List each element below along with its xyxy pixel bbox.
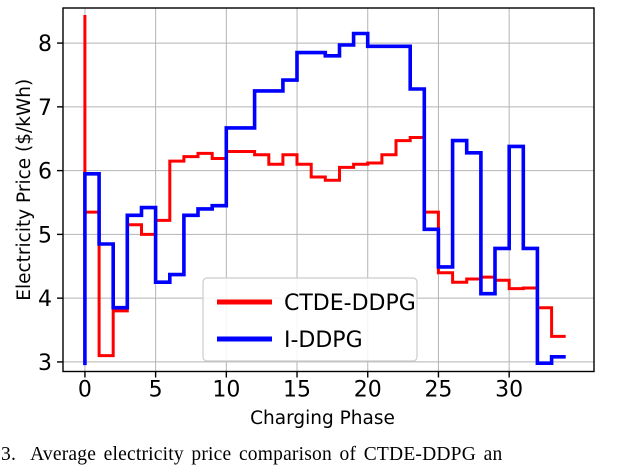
y-tick-label: 8 — [38, 32, 52, 57]
y-tick-label: 7 — [38, 96, 52, 121]
axes-spines — [62, 7, 595, 373]
y-tick-label: 5 — [38, 223, 52, 248]
x-tick-label: 30 — [495, 378, 523, 403]
i-ddpg-series-line — [83, 31, 566, 366]
y-axis-label: Electricity Price ($/kWh) — [14, 79, 35, 301]
x-tick-label: 15 — [283, 378, 311, 403]
y-tick-label: 3 — [38, 351, 52, 376]
legend: CTDE-DDPG I-DDPG — [202, 277, 418, 362]
x-tick-label: 10 — [212, 378, 240, 403]
electricity-price-chart: CTDE-DDPG I-DDPG 0 5 10 15 20 25 30 3 4 5 6 7 8 Chargin… — [14, 7, 595, 429]
legend-label-ctde-ddpg: CTDE-DDPG — [284, 291, 416, 316]
y-tick-label: 4 — [38, 287, 52, 312]
x-axis-label: Charging Phase — [250, 408, 395, 429]
x-tick-label: 20 — [354, 378, 382, 403]
x-tick-label: 0 — [78, 378, 92, 403]
y-tick-label: 6 — [38, 160, 52, 185]
legend-label-i-ddpg: I-DDPG — [284, 328, 363, 353]
x-tick-label: 25 — [424, 378, 452, 403]
x-tick-label: 5 — [149, 378, 163, 403]
figure-caption: 3. Average electricity price comparison … — [1, 444, 503, 465]
price-comparison-plot: CTDE-DDPG I-DDPG 0 5 10 15 20 25 30 3 4 5 6 7 8 Chargin… — [14, 7, 595, 429]
